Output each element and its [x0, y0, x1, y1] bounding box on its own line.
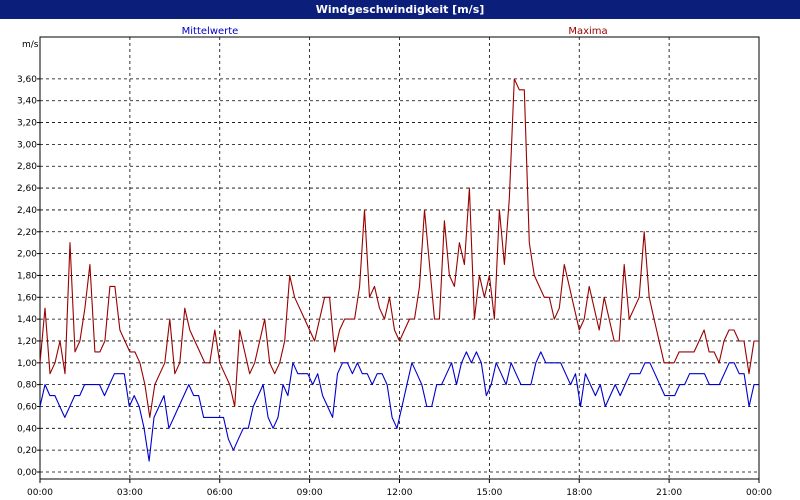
y-tick-label: 0,40	[17, 424, 37, 434]
series-line-maxima	[39, 78, 759, 418]
y-tick-label: 1,80	[17, 271, 37, 281]
grid	[40, 37, 759, 479]
y-axis: 0,00 0,20 0,40 0,60 0,80 1,00 1,20 1,40 1,60 1,80…	[17, 75, 40, 478]
x-tick-time-label: 06:00	[207, 488, 233, 498]
y-tick-label: 2,40	[17, 206, 37, 216]
y-tick-label: 2,80	[17, 162, 37, 172]
y-tick-label: 2,00	[17, 250, 37, 260]
legend: Mittelwerte Maxima	[182, 26, 608, 37]
x-tick-time-label: 09:00	[297, 488, 323, 498]
y-tick-label: 1,20	[17, 337, 37, 347]
y-tick-label: 1,60	[17, 293, 37, 303]
series-group	[39, 78, 759, 462]
x-tick-time-label: 18:00	[566, 488, 592, 498]
y-tick-label: 1,00	[17, 359, 37, 369]
x-tick-time-label: 00:00	[27, 488, 53, 498]
y-tick-label: 0,60	[17, 402, 37, 412]
x-tick-time-label: 21:00	[656, 488, 682, 498]
x-tick-time-label: 00:00	[746, 488, 772, 498]
x-axis: 00:0019.06.2403:0019.06.2406:0019.06.240…	[27, 479, 772, 498]
x-tick-time-label: 03:00	[117, 488, 143, 498]
legend-entry-mittelwerte: Mittelwerte	[182, 26, 239, 37]
wind-speed-chart: 0,00 0,20 0,40 0,60 0,80 1,00 1,20 1,40 1,60 1,80…	[0, 19, 800, 500]
legend-entry-maxima: Maxima	[568, 26, 607, 37]
x-tick-time-label: 12:00	[387, 488, 413, 498]
y-tick-label: 1,40	[17, 315, 37, 325]
y-tick-label: 3,20	[17, 119, 37, 129]
y-tick-label: 3,40	[17, 97, 37, 107]
chart-background	[0, 19, 800, 500]
y-tick-label: 3,00	[17, 140, 37, 150]
y-tick-label: 2,60	[17, 184, 37, 194]
y-tick-label: 0,00	[17, 468, 37, 478]
y-tick-label: 2,20	[17, 228, 37, 238]
y-tick-label: 0,20	[17, 446, 37, 456]
x-tick-time-label: 15:00	[476, 488, 502, 498]
chart-title: Windgeschwindigkeit [m/s]	[0, 0, 800, 19]
y-tick-label: 0,80	[17, 381, 37, 391]
y-tick-label: 3,60	[17, 75, 37, 85]
series-line-mittelwerte	[39, 351, 759, 462]
y-axis-label: m/s	[22, 40, 39, 50]
